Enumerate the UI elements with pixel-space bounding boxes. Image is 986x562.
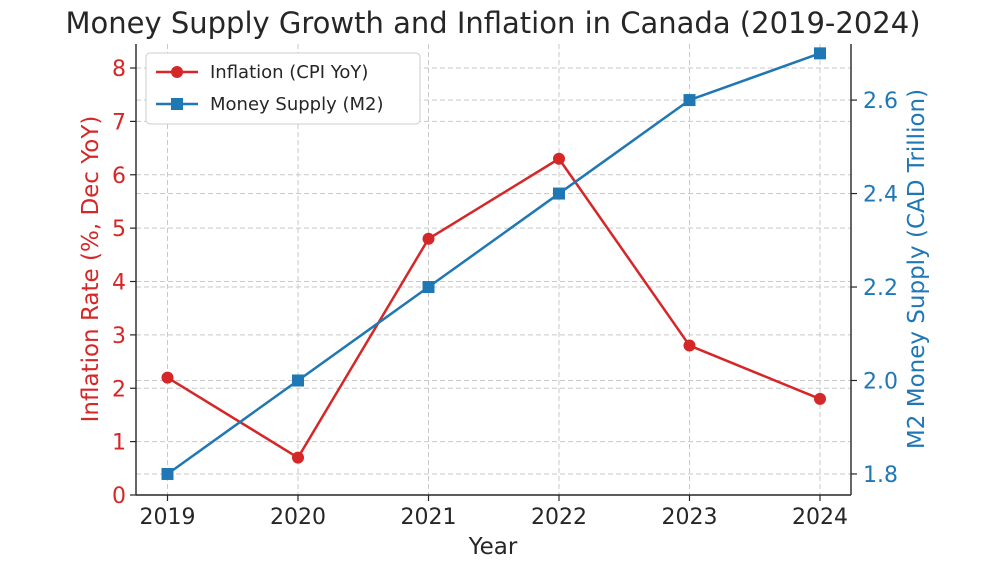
legend-marker-money-supply: [171, 98, 183, 110]
x-tick-label: 2021: [401, 505, 457, 530]
y-left-tick-label: 8: [112, 57, 126, 82]
x-tick-label: 2022: [531, 505, 587, 530]
data-point-money-supply: [422, 281, 435, 294]
y-left-tick-label: 1: [112, 431, 126, 456]
y-axis-left-label: Inflation Rate (%, Dec YoY): [78, 116, 104, 423]
y-right-tick-label: 2.4: [863, 183, 898, 208]
y-left-tick-label: 6: [112, 164, 126, 189]
x-tick-label: 2023: [662, 505, 718, 530]
data-point-inflation: [814, 392, 826, 405]
y-left-tick-label: 5: [112, 217, 126, 242]
y-left-tick-label: 0: [112, 484, 126, 509]
y-right-tick-label: 2.2: [863, 276, 898, 301]
data-point-inflation: [553, 152, 565, 165]
y-right-tick-label: 2.0: [863, 369, 898, 394]
y-left-tick-label: 3: [112, 324, 126, 349]
x-tick-label: 2020: [270, 505, 326, 530]
data-point-inflation: [683, 339, 696, 352]
x-tick-label: 2019: [140, 505, 196, 530]
data-point-money-supply: [161, 467, 174, 480]
legend-box: [145, 52, 421, 125]
data-point-inflation: [292, 451, 304, 464]
x-tick-label: 2024: [792, 505, 848, 530]
legend-marker-inflation: [171, 66, 183, 78]
series-line-inflation: [166, 157, 821, 459]
legend: Inflation (CPI YoY) Money Supply (M2): [145, 52, 421, 125]
chart-title: Money Supply Growth and Inflation in Can…: [65, 6, 920, 40]
data-point-inflation: [422, 232, 435, 245]
series-line-money-supply: [166, 52, 821, 475]
data-point-money-supply: [553, 187, 565, 200]
y-axis-right-label: M2 Money Supply (CAD Trillion): [904, 89, 930, 449]
legend-label-money-supply: Money Supply (M2): [210, 94, 384, 115]
y-left-tick-label: 7: [112, 110, 126, 135]
data-point-money-supply: [683, 94, 696, 107]
data-point-inflation: [161, 371, 174, 384]
y-left-tick-label: 2: [112, 377, 126, 402]
legend-label-inflation: Inflation (CPI YoY): [210, 62, 368, 83]
x-axis-label: Year: [468, 534, 518, 560]
data-point-money-supply: [814, 47, 826, 60]
y-right-tick-label: 2.6: [863, 89, 898, 114]
data-point-money-supply: [292, 374, 304, 387]
y-right-tick-label: 1.8: [863, 463, 898, 488]
y-left-tick-label: 4: [112, 271, 126, 296]
